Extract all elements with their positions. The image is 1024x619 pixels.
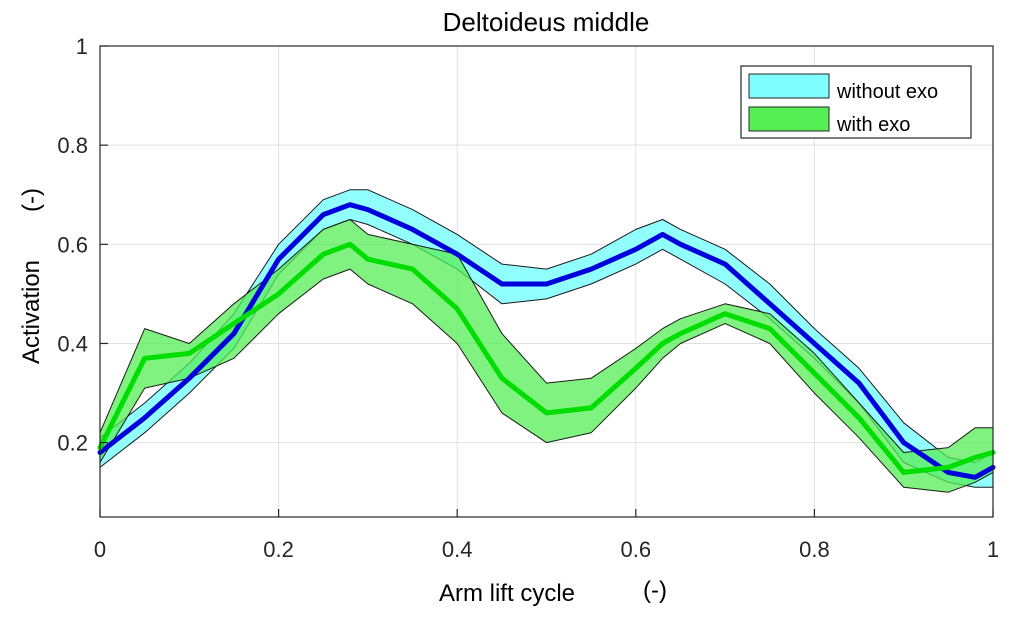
axis-ticks: 0 0.2 0.4 0.6 0.8 1 0.2 0.4 0.6 0.8 1 (57, 34, 999, 562)
legend-swatch-with-exo (748, 106, 830, 132)
x-tick-label: 0.4 (442, 537, 473, 562)
mean-line-with-exo (97, 241, 996, 475)
legend: without exo with exo (740, 65, 972, 139)
legend-label-with-exo: with exo (836, 114, 910, 136)
legend-swatch-without-exo (748, 73, 830, 99)
x-tick-label: 0.8 (799, 537, 830, 562)
y-axis-label: Activation (18, 260, 45, 364)
x-tick-label: 1 (987, 537, 999, 562)
legend-label-without-exo: without exo (836, 81, 938, 103)
y-tick-label: 0.2 (57, 431, 88, 456)
mean-line-without-exo (97, 202, 996, 480)
plot-frame (99, 45, 994, 518)
y-tick-label: 0.4 (57, 331, 88, 356)
x-tick-label: 0 (94, 537, 106, 562)
y-tick-label: 1 (76, 34, 88, 59)
x-axis-unit: (-) (643, 577, 667, 604)
chart-title: Deltoideus middle (443, 7, 650, 37)
mean-lines (97, 202, 996, 480)
x-tick-label: 0.2 (263, 537, 294, 562)
y-tick-label: 0.8 (57, 133, 88, 158)
x-axis-label: Arm lift cycle (439, 580, 575, 607)
y-axis-unit: (-) (18, 188, 45, 212)
x-tick-label: 0.6 (621, 537, 652, 562)
y-tick-label: 0.6 (57, 232, 88, 257)
